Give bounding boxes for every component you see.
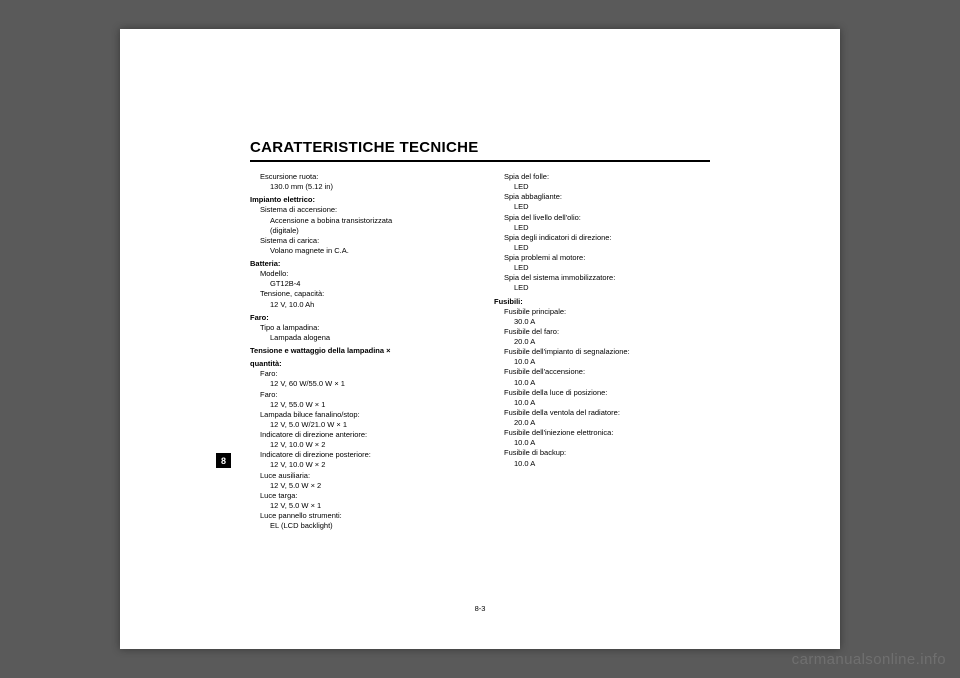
spec-value: LED: [494, 202, 710, 212]
spec-label: Spia del livello dell'olio:: [494, 213, 710, 223]
spec-label: Faro:: [250, 390, 466, 400]
section-tab: 8: [216, 453, 231, 468]
spec-value: LED: [494, 223, 710, 233]
spec-label: Luce pannello strumenti:: [250, 511, 466, 521]
spec-value: GT12B-4: [250, 279, 466, 289]
page-number: 8-3: [120, 604, 840, 613]
spec-columns: Escursione ruota: 130.0 mm (5.12 in) Imp…: [250, 172, 710, 531]
watermark: carmanualsonline.info: [792, 651, 946, 668]
spec-section: quantità:: [250, 359, 466, 369]
spec-value: 10.0 A: [494, 378, 710, 388]
spec-label: Sistema di accensione:: [250, 205, 466, 215]
spec-label: Fusibile della luce di posizione:: [494, 388, 710, 398]
spec-value: Lampada alogena: [250, 333, 466, 343]
spec-value: EL (LCD backlight): [250, 521, 466, 531]
spec-label: Fusibile dell'accensione:: [494, 367, 710, 377]
spec-section: Faro:: [250, 313, 466, 323]
spec-value: 12 V, 10.0 Ah: [250, 300, 466, 310]
spec-value: 30.0 A: [494, 317, 710, 327]
spec-label: Luce ausiliaria:: [250, 471, 466, 481]
spec-value: 130.0 mm (5.12 in): [250, 182, 466, 192]
spec-section: Tensione e wattaggio della lampadina ×: [250, 346, 466, 356]
spec-value: 12 V, 5.0 W × 2: [250, 481, 466, 491]
spec-label: Escursione ruota:: [250, 172, 466, 182]
spec-value: 10.0 A: [494, 357, 710, 367]
spec-label: Fusibile di backup:: [494, 448, 710, 458]
spec-section: Fusibili:: [494, 297, 710, 307]
spec-label: Indicatore di direzione anteriore:: [250, 430, 466, 440]
spec-label: Spia degli indicatori di direzione:: [494, 233, 710, 243]
spec-label: Luce targa:: [250, 491, 466, 501]
spec-value: (digitale): [250, 226, 466, 236]
manual-page: 8 CARATTERISTICHE TECNICHE Escursione ru…: [120, 29, 840, 649]
spec-label: Spia del sistema immobilizzatore:: [494, 273, 710, 283]
spec-value: LED: [494, 283, 710, 293]
spec-label: Spia abbagliante:: [494, 192, 710, 202]
spec-label: Fusibile del faro:: [494, 327, 710, 337]
title-block: CARATTERISTICHE TECNICHE: [250, 139, 710, 162]
spec-section: Impianto elettrico:: [250, 195, 466, 205]
spec-label: Sistema di carica:: [250, 236, 466, 246]
spec-label: Spia problemi al motore:: [494, 253, 710, 263]
page-content: CARATTERISTICHE TECNICHE Escursione ruot…: [250, 139, 710, 599]
spec-label: Spia del folle:: [494, 172, 710, 182]
spec-label: Fusibile della ventola del radiatore:: [494, 408, 710, 418]
spec-value: 20.0 A: [494, 337, 710, 347]
spec-value: LED: [494, 182, 710, 192]
spec-value: 12 V, 10.0 W × 2: [250, 460, 466, 470]
spec-value: 20.0 A: [494, 418, 710, 428]
spec-label: Fusibile dell'iniezione elettronica:: [494, 428, 710, 438]
spec-value: LED: [494, 243, 710, 253]
spec-value: Volano magnete in C.A.: [250, 246, 466, 256]
spec-label: Tensione, capacità:: [250, 289, 466, 299]
page-title: CARATTERISTICHE TECNICHE: [250, 139, 710, 156]
spec-label: Modello:: [250, 269, 466, 279]
spec-value: 12 V, 5.0 W × 1: [250, 501, 466, 511]
spec-value: 12 V, 10.0 W × 2: [250, 440, 466, 450]
spec-value: 12 V, 5.0 W/21.0 W × 1: [250, 420, 466, 430]
spec-label: Lampada biluce fanalino/stop:: [250, 410, 466, 420]
spec-value: LED: [494, 263, 710, 273]
spec-label: Faro:: [250, 369, 466, 379]
column-right: Spia del folle: LED Spia abbagliante: LE…: [494, 172, 710, 531]
spec-value: 12 V, 60 W/55.0 W × 1: [250, 379, 466, 389]
spec-value: 10.0 A: [494, 438, 710, 448]
spec-label: Fusibile dell'impianto di segnalazione:: [494, 347, 710, 357]
spec-value: 10.0 A: [494, 459, 710, 469]
spec-value: 12 V, 55.0 W × 1: [250, 400, 466, 410]
spec-value: Accensione a bobina transistorizzata: [250, 216, 466, 226]
spec-section: Batteria:: [250, 259, 466, 269]
spec-label: Fusibile principale:: [494, 307, 710, 317]
spec-value: 10.0 A: [494, 398, 710, 408]
spec-label: Tipo a lampadina:: [250, 323, 466, 333]
column-left: Escursione ruota: 130.0 mm (5.12 in) Imp…: [250, 172, 466, 531]
section-number: 8: [221, 456, 226, 466]
spec-label: Indicatore di direzione posteriore:: [250, 450, 466, 460]
